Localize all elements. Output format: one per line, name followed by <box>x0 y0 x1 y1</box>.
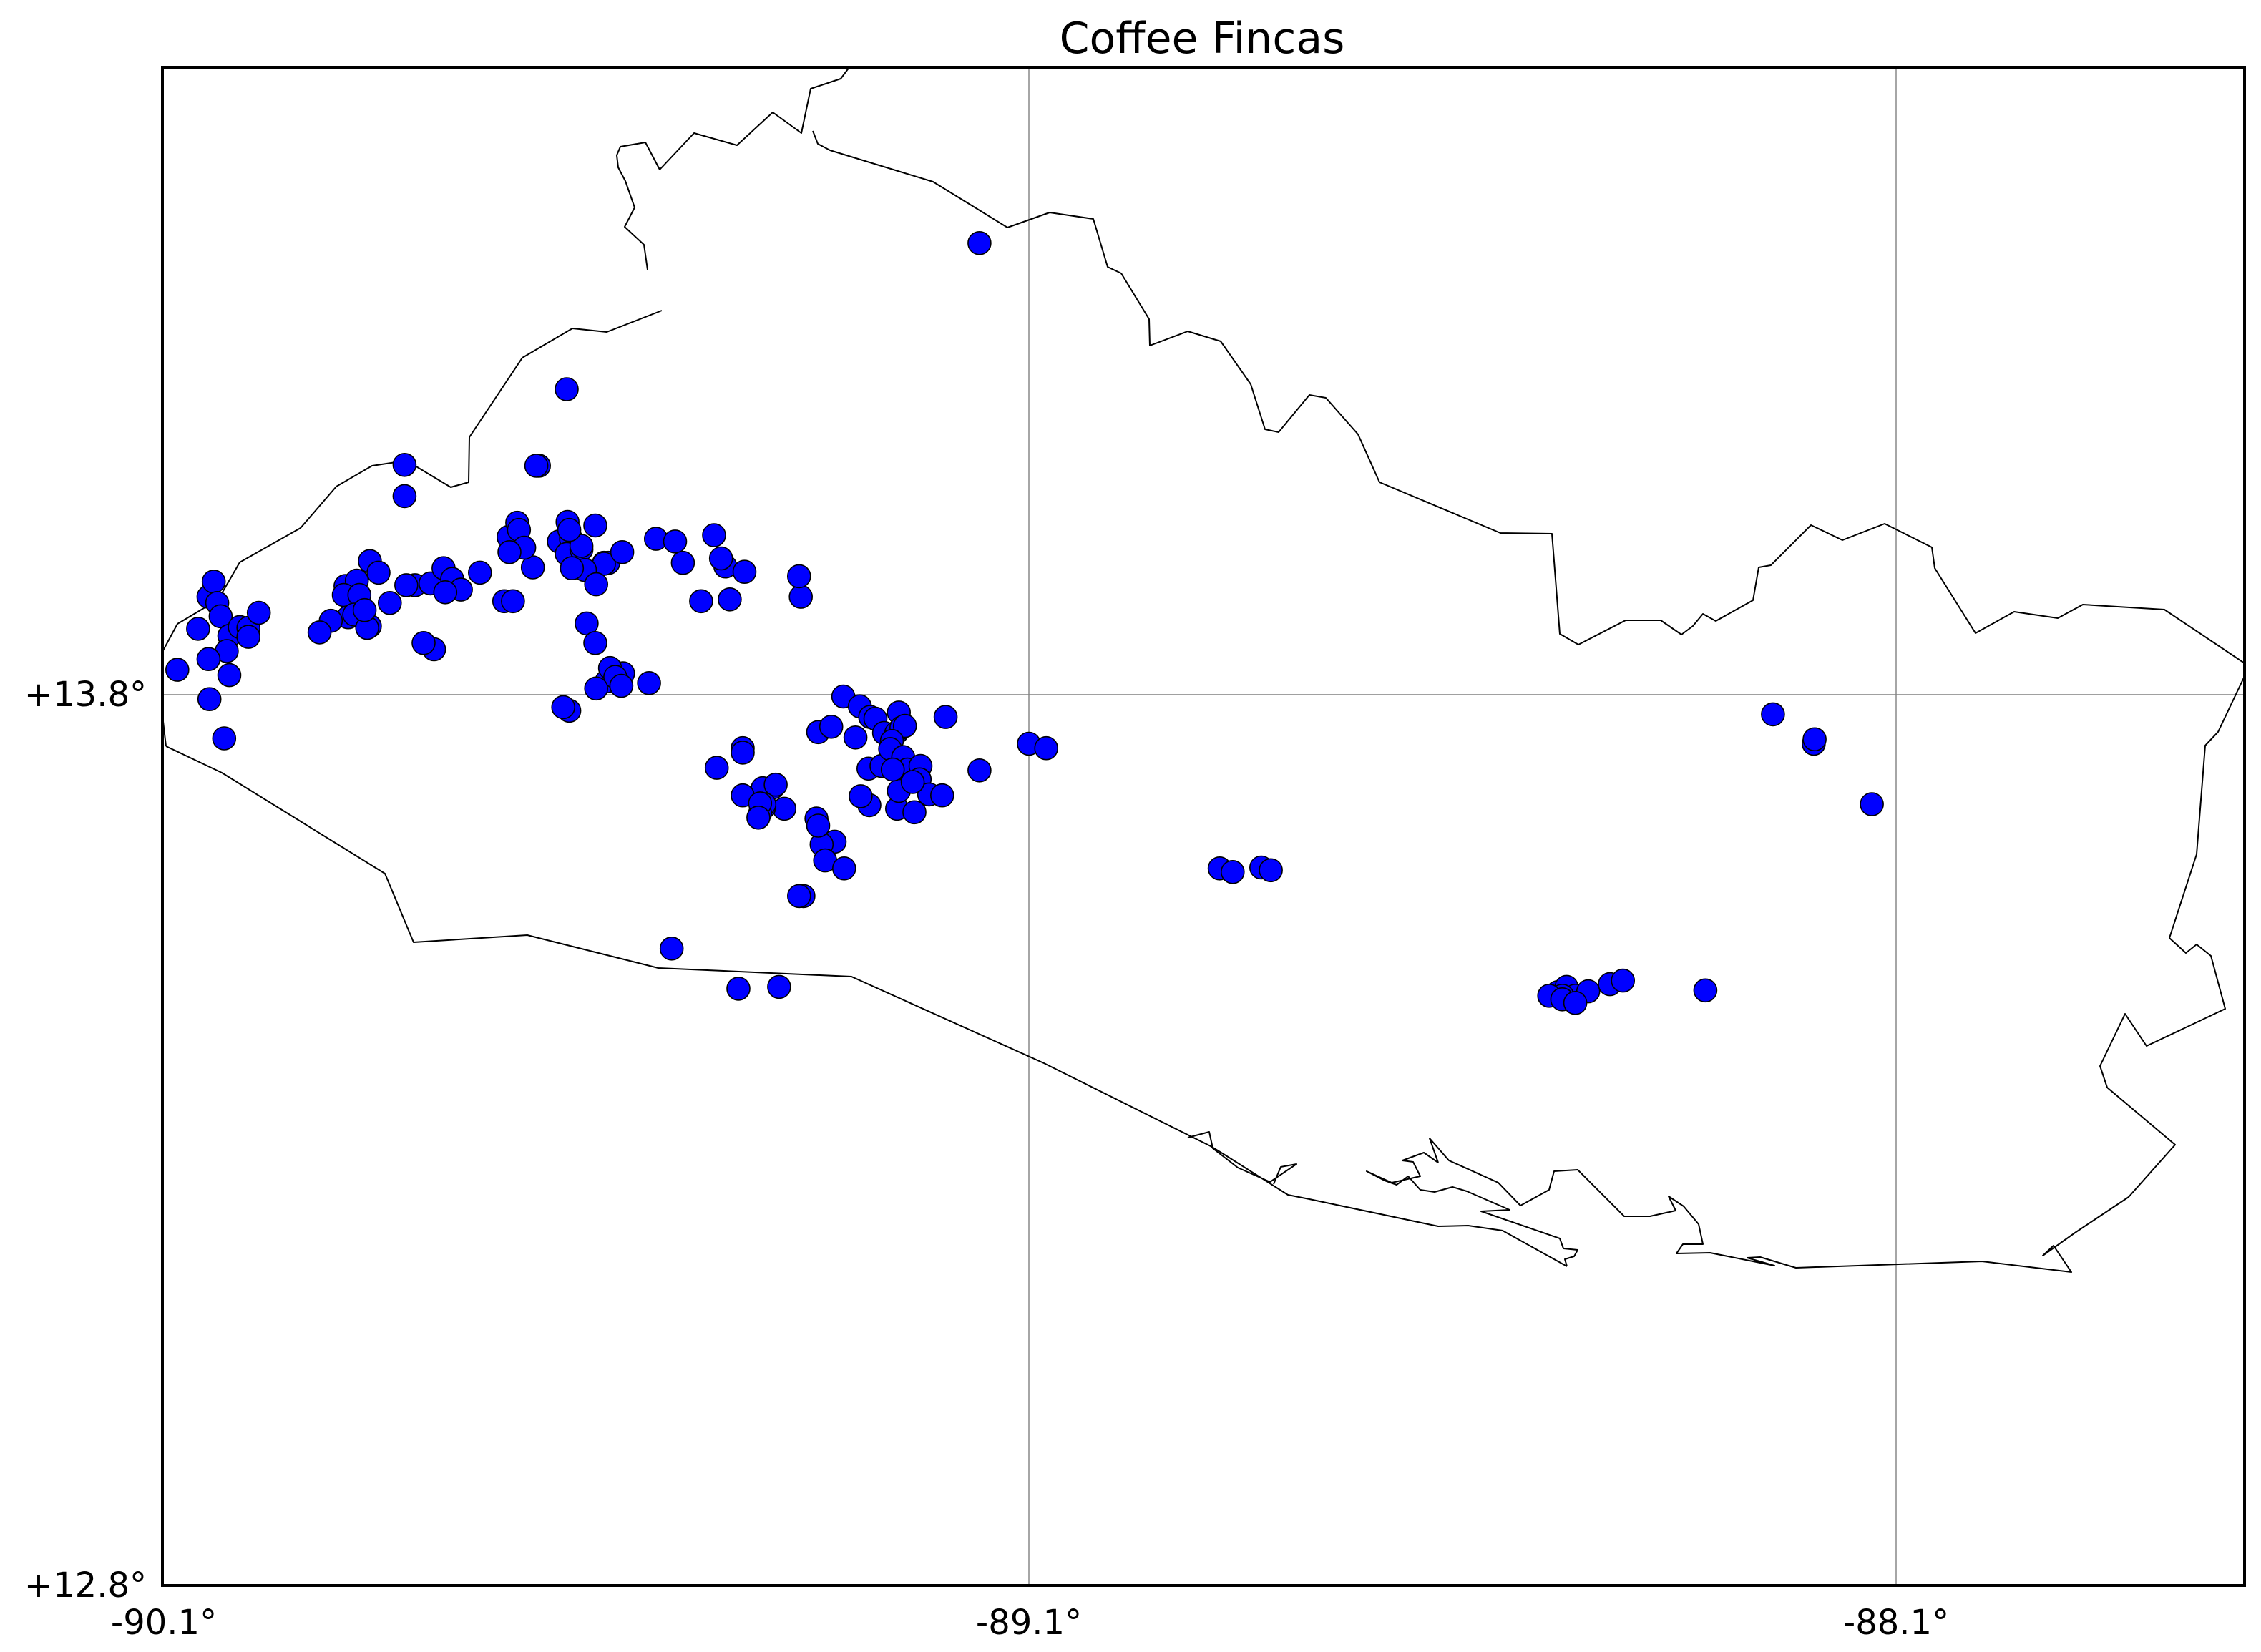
chart-title: Coffee Fincas <box>1060 14 1345 64</box>
finca-point <box>1611 968 1635 993</box>
finca-point <box>377 590 402 615</box>
coastline-northwest-border <box>616 67 850 270</box>
finca-points <box>165 230 1884 1015</box>
finca-point <box>524 454 549 478</box>
finca-point <box>772 796 796 821</box>
finca-point <box>689 589 713 614</box>
finca-point <box>637 670 661 695</box>
finca-point <box>497 539 522 564</box>
finca-point <box>843 725 868 750</box>
finca-point <box>787 564 811 589</box>
finca-point <box>584 572 609 597</box>
finca-point <box>569 534 594 558</box>
finca-point <box>832 856 856 881</box>
finca-point <box>1802 727 1827 752</box>
finca-point <box>763 772 788 797</box>
finca-point <box>583 630 607 655</box>
finca-point <box>732 559 757 585</box>
finca-point <box>726 977 751 1001</box>
finca-point <box>1221 860 1245 884</box>
finca-point <box>731 741 755 765</box>
finca-point <box>1860 792 1884 816</box>
finca-point <box>746 806 771 830</box>
finca-point <box>307 620 332 645</box>
finca-point <box>659 937 684 961</box>
finca-point <box>1693 978 1718 1003</box>
finca-point <box>555 377 579 401</box>
coastline-pacific-shore <box>1366 1152 1578 1267</box>
finca-point <box>501 589 525 614</box>
finca-point <box>902 800 927 825</box>
finca-point <box>819 714 844 739</box>
finca-point <box>584 676 609 701</box>
finca-point <box>704 756 729 780</box>
y-tick-label: +13.8° <box>24 675 147 715</box>
finca-point <box>967 758 992 783</box>
finca-point <box>467 560 492 585</box>
coastline-south-border <box>165 746 1568 1267</box>
y-tick-labels: +13.8° +12.8° <box>24 675 147 1605</box>
finca-point <box>670 550 695 575</box>
finca-point <box>933 705 958 729</box>
finca-point <box>583 513 607 538</box>
finca-point <box>560 556 585 581</box>
x-tick-label: -88.1° <box>1843 1603 1949 1643</box>
finca-point <box>165 658 190 682</box>
coastline-north-border <box>812 130 2245 664</box>
finca-point <box>880 757 905 782</box>
finca-point <box>196 647 221 672</box>
map-frame <box>161 66 2246 1587</box>
finca-point <box>718 587 742 612</box>
finca-point <box>1259 858 1283 883</box>
finca-point <box>201 570 226 594</box>
finca-point <box>246 600 271 625</box>
finca-point <box>394 573 419 597</box>
x-tick-labels: -90.1° -89.1° -88.1° <box>111 1603 1949 1643</box>
finca-point <box>609 673 634 698</box>
finca-point <box>1563 991 1588 1015</box>
finca-point <box>702 523 726 547</box>
finca-point <box>849 784 873 808</box>
finca-point <box>411 630 436 655</box>
finca-point <box>663 529 688 554</box>
finca-point <box>1761 702 1785 727</box>
finca-point <box>366 560 391 585</box>
y-tick-label: +12.8° <box>24 1565 147 1605</box>
finca-point <box>806 813 831 838</box>
finca-point <box>433 580 458 605</box>
coastline-gulf-detail <box>1187 1131 1297 1185</box>
coastline-el-salvador <box>162 67 2245 1273</box>
finca-point <box>610 539 635 564</box>
coastline-west-border <box>162 310 663 653</box>
finca-point <box>787 884 811 909</box>
finca-point <box>392 452 417 477</box>
gridlines <box>162 67 2245 1585</box>
x-tick-label: -89.1° <box>976 1603 1082 1643</box>
x-tick-label: -90.1° <box>111 1603 217 1643</box>
finca-point <box>1034 735 1058 761</box>
finca-point <box>236 625 261 649</box>
finca-point <box>708 546 733 571</box>
finca-point <box>557 517 582 542</box>
finca-point <box>900 770 925 794</box>
finca-point <box>352 597 377 622</box>
finca-point <box>767 974 791 999</box>
finca-point <box>788 585 813 609</box>
finca-point <box>930 783 954 808</box>
finca-point <box>967 230 992 255</box>
finca-point <box>186 617 210 641</box>
finca-point <box>197 687 222 712</box>
finca-point <box>392 484 417 509</box>
finca-point <box>551 695 576 720</box>
finca-point <box>217 663 242 688</box>
finca-point <box>212 726 237 751</box>
coastline-east-border <box>1429 675 2245 1273</box>
